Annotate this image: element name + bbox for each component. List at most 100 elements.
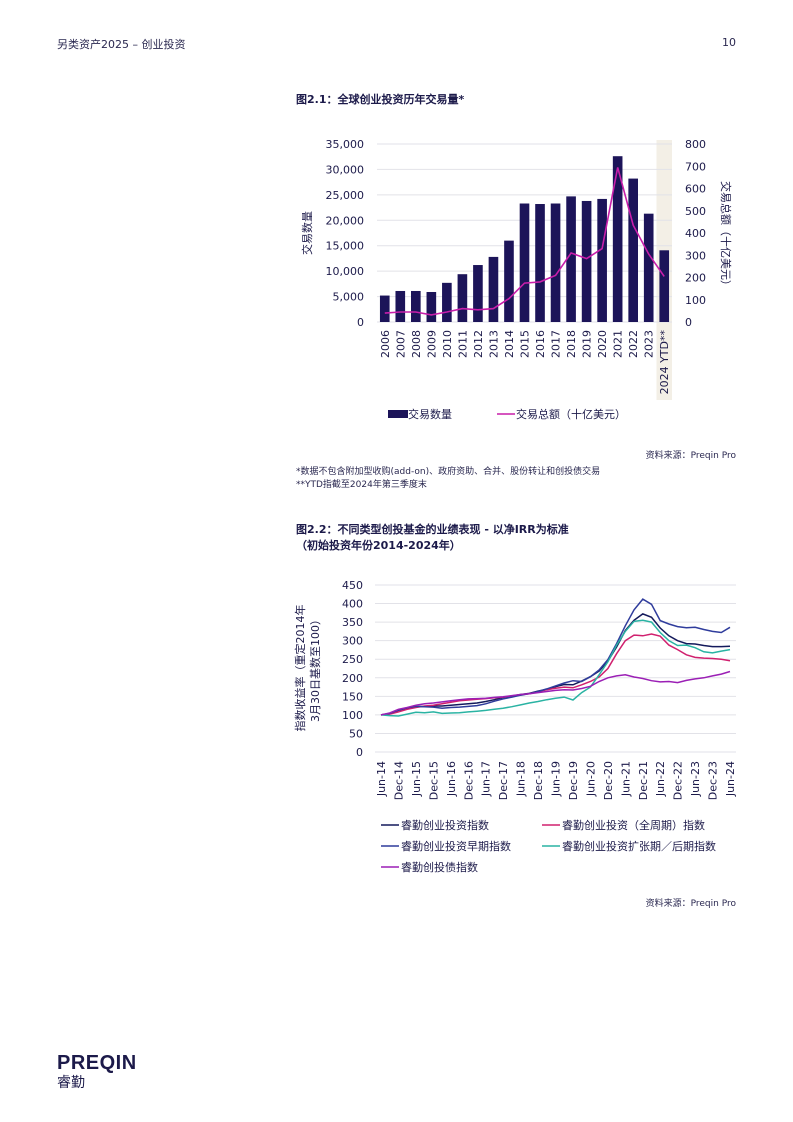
x-tick-label: Jun-18 [515, 761, 528, 797]
x-tick-label: 2024 YTD** [658, 330, 671, 395]
y-tick-label: 10,000 [326, 265, 365, 278]
bar [628, 178, 638, 322]
x-tick-label: Jun-24 [724, 761, 737, 797]
bar [426, 291, 437, 322]
x-tick-label: Dec-22 [672, 761, 685, 800]
figure2-title-line1: 图2.2：不同类型创投基金的业绩表现 - 以净IRR为标准 [296, 523, 569, 536]
y-tick-label: 350 [342, 616, 363, 629]
x-tick-label: Jun-19 [550, 761, 563, 797]
legend-bar-label: 交易数量 [408, 407, 452, 421]
x-tick-label: Dec-23 [707, 761, 720, 800]
page-number: 10 [722, 36, 736, 49]
y2-tick-label: 0 [685, 316, 692, 329]
y-tick-label: 100 [342, 709, 363, 722]
bar [488, 256, 499, 322]
performance-index-chart: 0 50 100 150 200 250 300 350 400 450 Jun-14 Dec-14 J… [293, 579, 737, 874]
x-tick-label: 2019 [581, 330, 594, 358]
y-tick-label: 150 [342, 690, 363, 703]
logo-wordmark: PREQIN [57, 1052, 137, 1074]
y-axis-title: 交易数量 [300, 211, 314, 255]
y-tick-label: 200 [342, 672, 363, 685]
x-tick-label: 2006 [379, 330, 392, 358]
figure1-source: 资料来源：Preqin Pro [645, 451, 736, 461]
legend-line-label: 交易总额（十亿美元） [516, 407, 626, 421]
x-tick-label: Jun-17 [480, 761, 493, 797]
x-tick-label: Dec-19 [567, 761, 580, 800]
y2-axis-title: 交易总额（十亿美元） [719, 181, 733, 291]
running-header: 另类资产2025 – 创业投资 [57, 38, 186, 51]
bar [473, 265, 483, 322]
x-tick-label: 2012 [472, 330, 485, 358]
bar [379, 295, 390, 322]
x-tick-label: Dec-16 [462, 761, 475, 800]
y2-tick-label: 300 [685, 249, 706, 262]
series-line [380, 619, 731, 717]
bar [550, 203, 561, 322]
x-tick-label: 2017 [550, 330, 563, 358]
x-tick-label: Jun-15 [410, 761, 423, 797]
bar [519, 203, 530, 322]
x-tick-label: 2014 [503, 330, 516, 358]
y-tick-label: 0 [357, 316, 364, 329]
y-tick-label: 450 [342, 579, 363, 592]
x-tick-label: 2008 [410, 330, 423, 358]
x-tick-label: Dec-21 [637, 761, 650, 800]
bar [612, 156, 623, 322]
x-tick-label: 2016 [534, 330, 547, 358]
y-tick-label: 20,000 [326, 214, 365, 227]
bar [659, 250, 670, 322]
bar [395, 290, 406, 322]
y-axis-title-line2: 3月30日基数至100） [309, 614, 322, 722]
x-tick-label: Jun-22 [654, 761, 667, 797]
preqin-logo: PREQIN 睿勤 [57, 1052, 137, 1092]
x-tick-label: Jun-14 [375, 761, 388, 797]
deal-value-line [384, 167, 665, 316]
x-tick-label: Jun-16 [445, 761, 458, 797]
bar [581, 200, 592, 322]
x-tick-label: 2023 [643, 330, 656, 358]
bar [535, 204, 545, 322]
y-tick-label: 5,000 [333, 291, 365, 304]
x-tick-label: Dec-15 [427, 761, 440, 800]
figure2-title-line2: （初始投资年份2014-2024年） [296, 539, 461, 552]
y-tick-label: 15,000 [326, 240, 365, 253]
legend-label: 睿勤创业投资扩张期／后期指数 [562, 839, 716, 853]
legend-bar-swatch [388, 410, 408, 418]
legend-label: 睿勤创业投资早期指数 [401, 839, 511, 853]
y2-tick-label: 800 [685, 138, 706, 151]
y2-tick-label: 600 [685, 183, 706, 196]
figure1-note-2: **YTD指截至2024年第三季度末 [296, 480, 427, 490]
y-axis-title-line1: 指数收益率（重定2014年 [293, 605, 307, 732]
series-line [380, 598, 731, 716]
figure1-title: 图2.1：全球创业投资历年交易量* [296, 93, 465, 106]
y-tick-label: 400 [342, 598, 363, 611]
series-line [380, 670, 731, 716]
series-line [380, 633, 731, 716]
x-tick-label: Jun-23 [689, 761, 702, 797]
x-tick-label: 2015 [519, 330, 532, 358]
bar [504, 240, 514, 322]
y2-tick-label: 700 [685, 160, 706, 173]
logo-chinese: 睿勤 [57, 1075, 85, 1091]
x-tick-label: 2020 [596, 330, 609, 358]
x-tick-label: Jun-20 [584, 761, 597, 797]
bar [643, 213, 654, 322]
x-tick-label: Dec-20 [602, 761, 615, 800]
y-tick-label: 50 [349, 727, 363, 740]
y-tick-label: 250 [342, 653, 363, 666]
figure1-note-1: *数据不包含附加型收购(add-on)、政府资助、合并、股份转让和创投债交易 [296, 467, 601, 477]
figure2-title: 图2.2：不同类型创投基金的业绩表现 - 以净IRR为标准 （初始投资年份201… [296, 522, 569, 554]
x-tick-label: 2011 [456, 330, 469, 358]
x-tick-label: 2018 [565, 330, 578, 358]
y2-tick-label: 200 [685, 272, 706, 285]
x-tick-label: 2007 [394, 330, 407, 358]
y-tick-label: 35,000 [326, 138, 365, 151]
y-tick-label: 30,000 [326, 163, 365, 176]
x-tick-label: 2010 [441, 330, 454, 358]
bar [566, 196, 576, 322]
x-tick-label: 2021 [612, 330, 625, 358]
legend-label: 睿勤创业投资指数 [401, 818, 489, 832]
figure2-source: 资料来源：Preqin Pro [645, 899, 736, 909]
series-line [380, 613, 731, 716]
deal-volume-chart: 0 5,000 10,000 15,000 20,000 25,000 30,000 35,0… [300, 138, 733, 421]
